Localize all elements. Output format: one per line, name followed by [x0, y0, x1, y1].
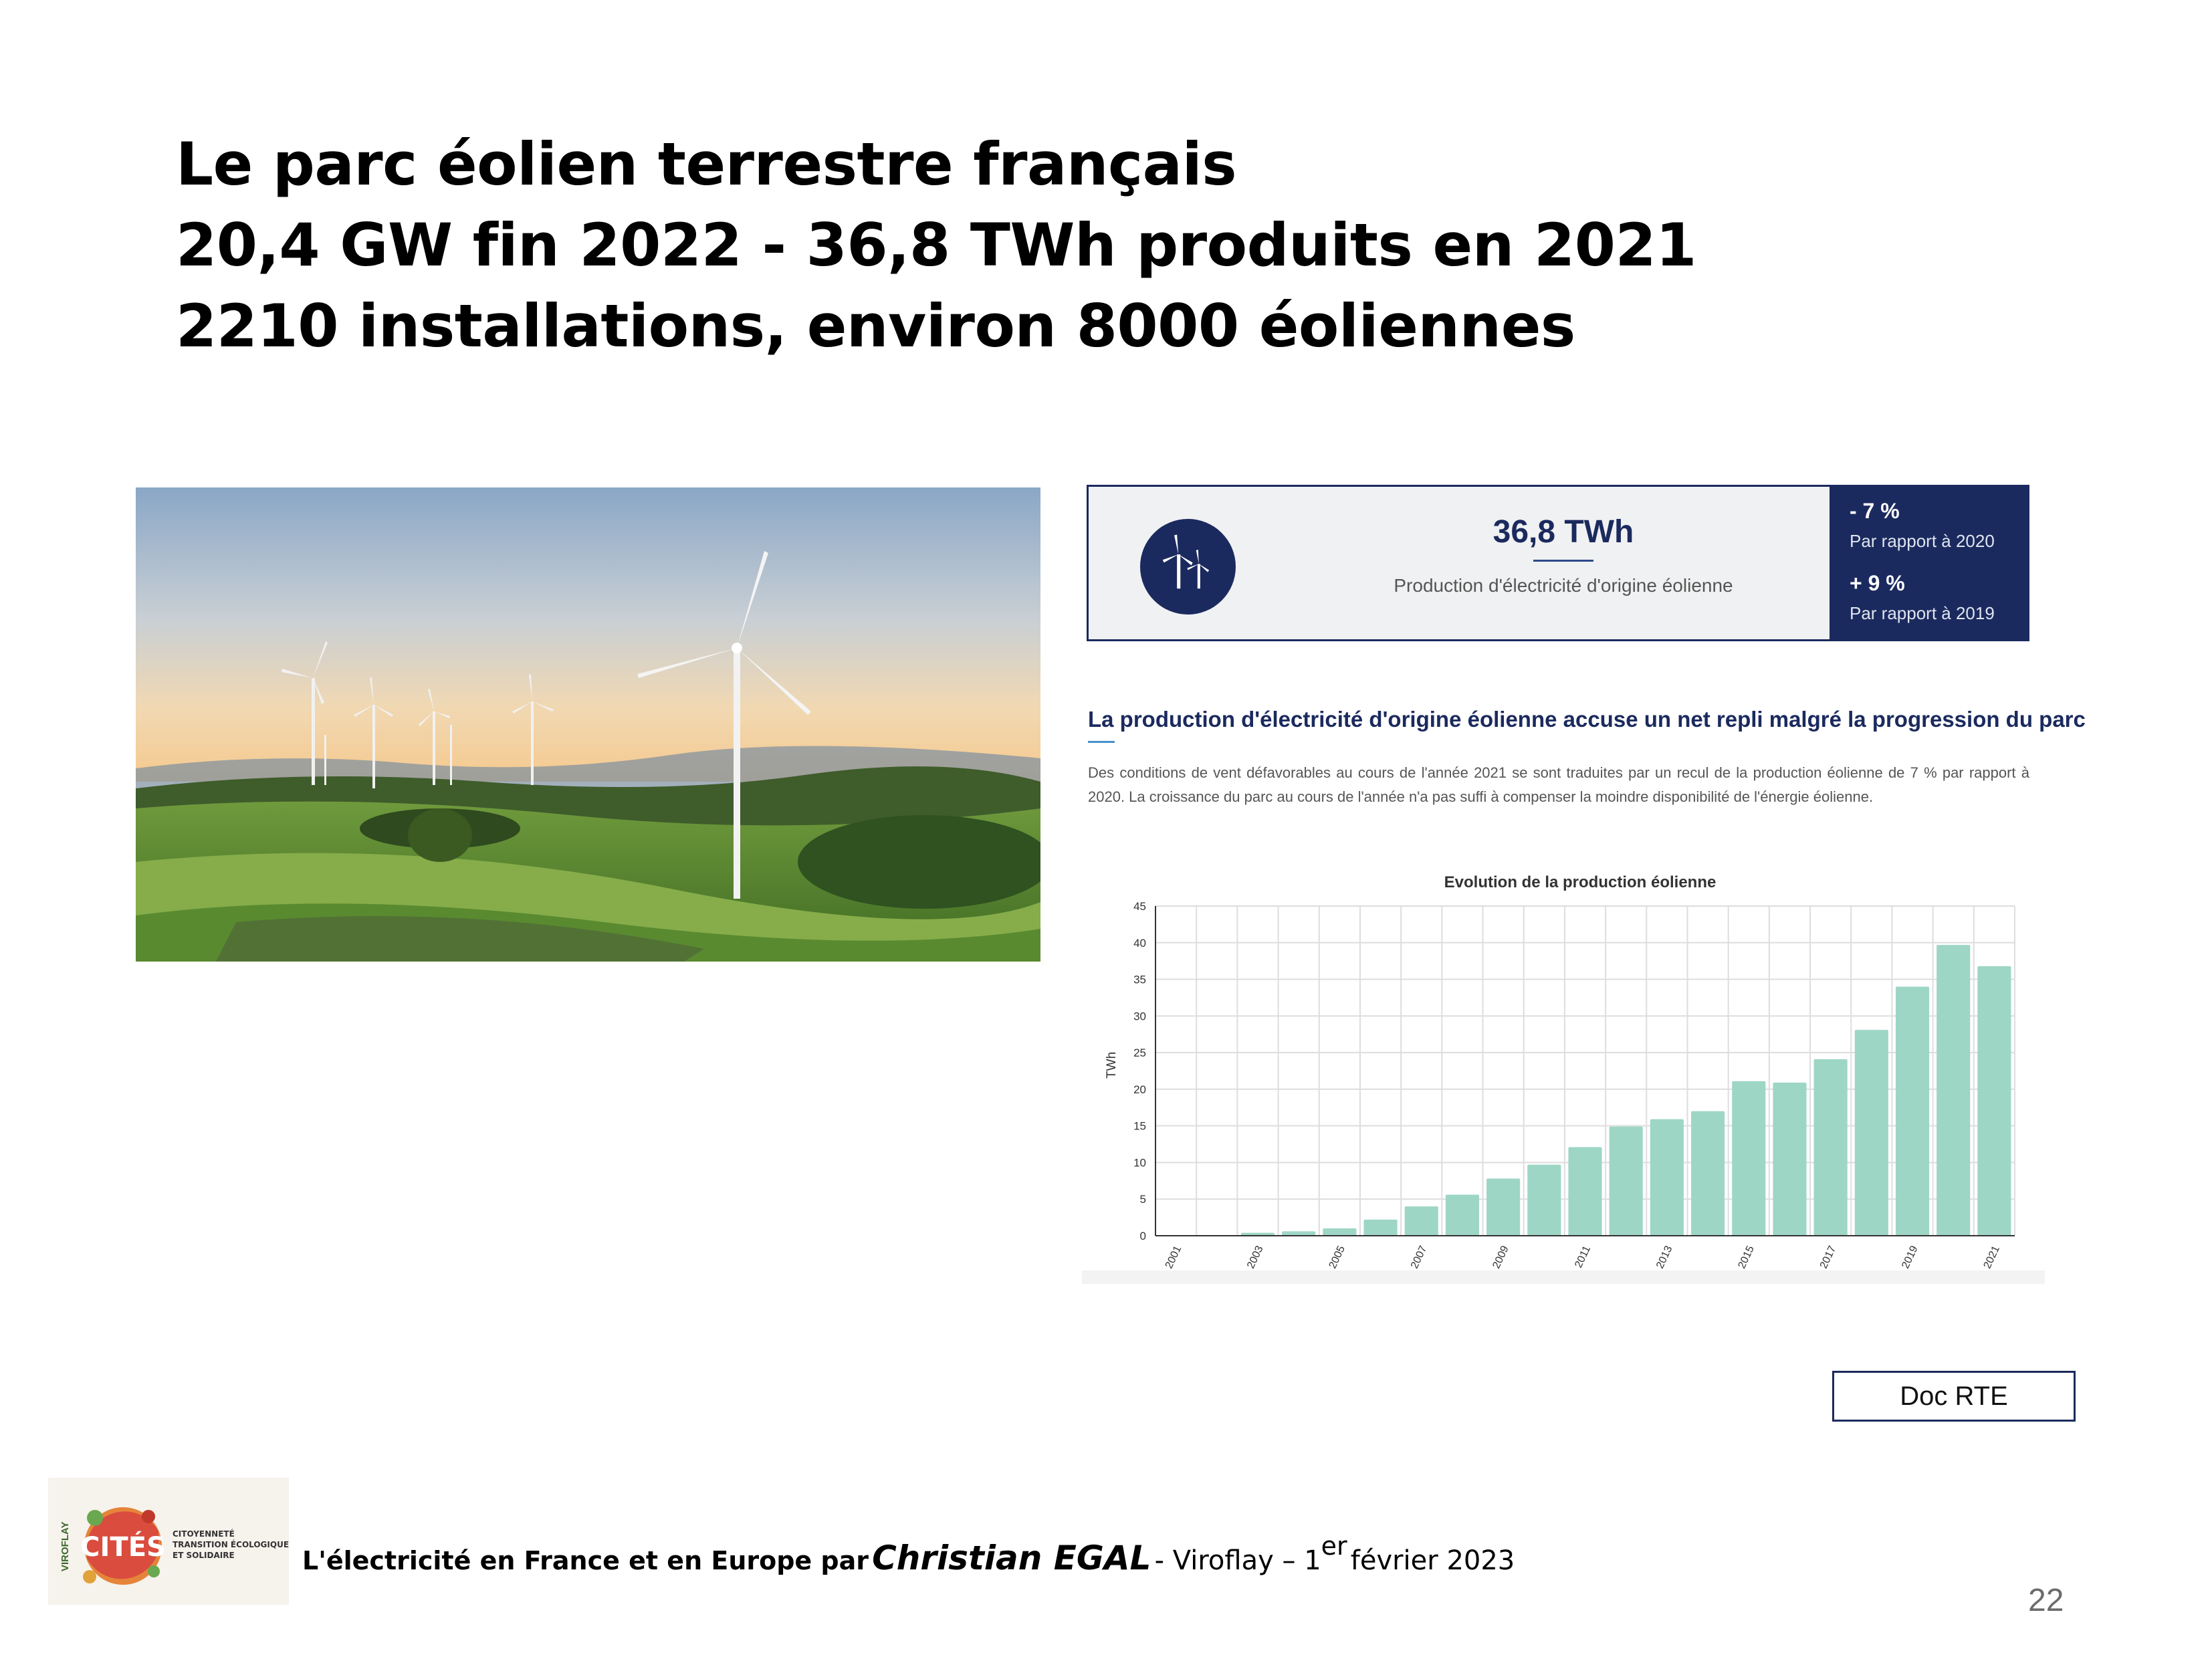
bar-2015 — [1732, 1081, 1766, 1236]
delta-value: + 9 % — [1850, 571, 1905, 595]
stat-main: 36,8 TWh Production d'électricité d'orig… — [1376, 514, 1751, 596]
bar-2004 — [1282, 1231, 1316, 1236]
bar-2005 — [1323, 1228, 1357, 1236]
y-tick-label: 40 — [1133, 937, 1146, 950]
bar-chart: Evolution de la production éolienne TWh … — [1082, 856, 2045, 1284]
bar-2007 — [1404, 1206, 1438, 1236]
bar-2016 — [1773, 1083, 1807, 1236]
y-tick-label: 45 — [1133, 900, 1146, 913]
delta-label: Par rapport à 2019 — [1850, 603, 1995, 623]
bar-2014 — [1690, 1111, 1725, 1236]
slide-footer: L'électricité en France et en Europe par… — [302, 1531, 1515, 1577]
y-tick-label: 10 — [1133, 1156, 1146, 1169]
bar-2018 — [1854, 1030, 1888, 1236]
cites-logo: VIROFLAY CITÉS CITOYENNETÉ TRANSITION ÉC… — [48, 1478, 289, 1605]
svg-text:TRANSITION ÉCOLOGIQUE: TRANSITION ÉCOLOGIQUE — [173, 1539, 289, 1549]
bar-2013 — [1650, 1119, 1684, 1236]
article-heading: La production d'électricité d'origine éo… — [1088, 707, 2086, 732]
page-number: 22 — [2028, 1583, 2064, 1618]
heading-underline — [1088, 741, 1115, 743]
y-tick-label: 15 — [1133, 1120, 1146, 1133]
y-tick-label: 35 — [1133, 974, 1146, 986]
title-line: 2210 installations, environ 8000 éolienn… — [176, 292, 1575, 360]
stat-deltas-panel: - 7 % Par rapport à 2020 + 9 % Par rappo… — [1830, 487, 2027, 639]
bar-2008 — [1445, 1194, 1480, 1236]
y-tick-label: 5 — [1140, 1193, 1146, 1206]
footer-date: février 2023 — [1350, 1545, 1515, 1576]
chart-title: Evolution de la production éolienne — [1444, 873, 1717, 891]
production-stat-card: 36,8 TWh Production d'électricité d'orig… — [1087, 485, 2029, 641]
bar-2003 — [1240, 1232, 1275, 1236]
bar-2012 — [1609, 1126, 1643, 1236]
production-chart: Evolution de la production éolienne TWh … — [1082, 856, 2045, 1284]
title-line: 20,4 GW fin 2022 - 36,8 TWh produits en … — [176, 211, 1696, 280]
stat-divider — [1533, 560, 1593, 562]
y-axis-label: TWh — [1105, 1052, 1119, 1079]
footer-author: Christian EGAL — [872, 1539, 1151, 1577]
source-label: Doc RTE — [1832, 1371, 2076, 1422]
title-line: Le parc éolien terrestre français — [176, 130, 1237, 199]
article-body: Des conditions de vent défavorables au c… — [1088, 764, 2029, 805]
bar-2019 — [1895, 986, 1930, 1236]
bar-2010 — [1527, 1164, 1561, 1236]
bar-2011 — [1568, 1147, 1602, 1236]
y-tick-label: 30 — [1133, 1010, 1146, 1022]
footer-location: - Viroflay – 1 — [1154, 1545, 1321, 1576]
bar-2017 — [1813, 1059, 1848, 1236]
stat-value: 36,8 TWh — [1492, 514, 1634, 550]
slide-title: Le parc éolien terrestre français 20,4 G… — [176, 124, 1696, 366]
footer-title: L'électricité en France et en Europe par — [302, 1546, 869, 1575]
svg-text:CITOYENNETÉ: CITOYENNETÉ — [173, 1529, 235, 1539]
svg-text:VIROFLAY: VIROFLAY — [60, 1522, 71, 1571]
y-tick-label: 25 — [1133, 1046, 1146, 1059]
y-tick-label: 20 — [1133, 1083, 1146, 1096]
svg-text:CITÉS: CITÉS — [80, 1531, 166, 1563]
delta-value: - 7 % — [1850, 499, 1900, 523]
footer-ordinal: er — [1321, 1531, 1347, 1561]
wind-farm-photo — [136, 487, 1040, 962]
bar-2020 — [1937, 945, 1971, 1236]
wind-turbines-icon — [1140, 519, 1236, 615]
stat-description: Production d'électricité d'origine éolie… — [1394, 575, 1733, 596]
bar-2009 — [1486, 1178, 1521, 1236]
bar-2021 — [1977, 966, 2011, 1236]
bar-2006 — [1363, 1219, 1398, 1236]
svg-text:ET SOLIDAIRE: ET SOLIDAIRE — [173, 1551, 235, 1560]
y-tick-label: 0 — [1140, 1230, 1146, 1242]
delta-label: Par rapport à 2020 — [1850, 531, 1995, 551]
